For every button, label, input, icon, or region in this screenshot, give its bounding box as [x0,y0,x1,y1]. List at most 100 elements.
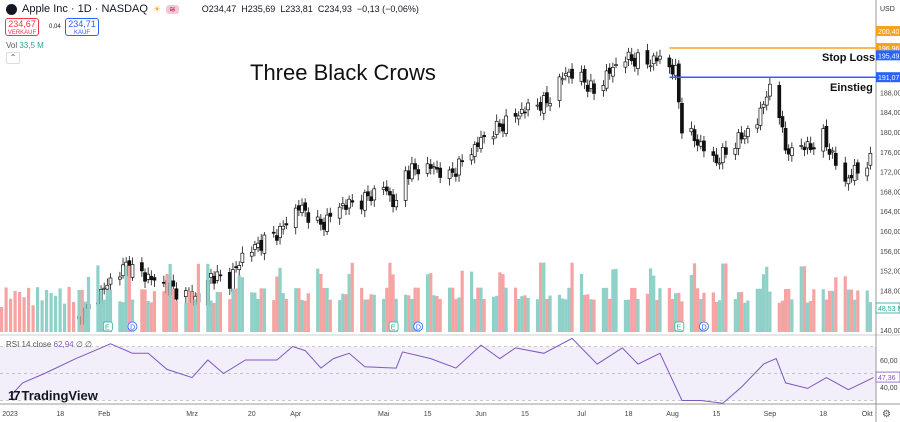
candle-up [764,96,769,106]
candle-up [494,120,499,135]
candle-up [262,234,267,254]
volume-bar [124,265,128,332]
volume-bar [824,299,828,332]
symbol-title[interactable]: Apple Inc · 1D · NASDAQ [22,3,148,15]
candle-down [849,174,854,179]
candle-down [350,200,355,203]
volume-bar [105,289,109,332]
candle-down [438,167,443,178]
candle-down [416,169,421,175]
tradingview-logo[interactable]: 17 TradingView [8,388,98,403]
volume-bar [366,299,370,332]
rsi-current-label: 47,36 [878,375,896,382]
candle-up [479,137,483,149]
currency-selector[interactable]: USD [880,6,895,13]
sell-button[interactable]: 234,67 VERKAUF [5,18,39,36]
candle-up [381,187,386,190]
time-tick-label: 18 [56,411,64,418]
rsi-legend: RSI 14 close 62,94 ∅ ∅ [6,340,92,349]
time-tick-label: Mai [378,411,390,418]
candle-down [654,57,659,62]
candle-up [105,284,110,290]
volume-bar [372,294,376,332]
time-tick-label: Sep [764,411,777,418]
volume-bar [218,292,222,332]
volume-bar [608,298,612,332]
volume-bar [758,288,763,332]
candle-down [369,196,373,202]
candle-up [281,225,286,230]
candle-down [388,191,392,196]
volume-bar [215,291,219,332]
volume-bar [557,294,562,332]
candle-down [366,191,370,197]
volume-bar [13,290,17,332]
candle-up [673,65,678,77]
candle-down [607,67,612,74]
candle-up [805,141,810,149]
candle-up [425,163,430,174]
volume-bar [648,268,653,332]
volume-bar [586,294,590,332]
volume-bar [22,297,26,332]
volume-bar [152,291,157,332]
volume-bar [209,300,213,332]
volume-bar [18,291,22,332]
candle-down [570,68,574,79]
settings-gear-icon[interactable]: ⚙ [882,409,891,420]
chart-annotation-title: Three Black Crows [250,60,436,85]
rsi-current-bg [875,371,900,383]
candle-up [362,192,367,211]
candle-down [297,205,301,211]
volume-bar [539,262,543,332]
candle-up [447,169,452,179]
candle-down [391,194,395,207]
collapse-legend-button[interactable]: ⌃ [6,52,20,64]
volume-bar [711,292,715,332]
volume-bar [545,298,549,332]
volume-bar [520,296,524,332]
candle-down [306,212,311,223]
volume-bar [809,300,813,332]
candle-up [768,83,772,97]
volume-bar [783,289,788,332]
volume-bar [658,288,662,332]
candle-up [124,261,129,267]
volume-bar [517,298,521,332]
candle-down [711,151,716,156]
candle-down [234,266,238,268]
volume-bar [473,299,477,332]
volume-bar [350,262,354,332]
volume-bar [382,298,386,332]
candle-down [692,129,697,142]
volume-bar [363,299,367,332]
volume-bar [162,291,166,332]
candle-up [240,252,245,263]
rsi-tick-label: 40,00 [880,385,898,392]
candle-up [742,135,747,140]
data-status-icon[interactable]: ≋ [166,4,179,14]
time-tick-label: 2023 [2,411,18,418]
volume-label-bg [875,302,900,314]
candle-down [538,101,543,111]
volume-bar [300,299,304,332]
volume-bar [187,291,191,332]
volume-bar [513,287,518,332]
candle-down [695,139,700,146]
candle-down [259,239,264,251]
volume-legend: Vol 33,5 M [6,41,44,50]
volume-bar [281,293,285,332]
volume-bar [724,263,728,332]
buy-button[interactable]: 234,71 KAUF [65,18,99,36]
candle-down [523,111,527,114]
volume-bar [272,300,276,332]
candle-up [209,273,213,278]
price-label: 200,40 [878,29,900,36]
volume-bar [4,287,8,332]
price-tick-label: 156,00 [880,249,900,256]
candle-down [824,126,829,148]
volume-bar [190,291,194,332]
volume-bar [206,263,210,332]
volume-bar [83,301,87,332]
